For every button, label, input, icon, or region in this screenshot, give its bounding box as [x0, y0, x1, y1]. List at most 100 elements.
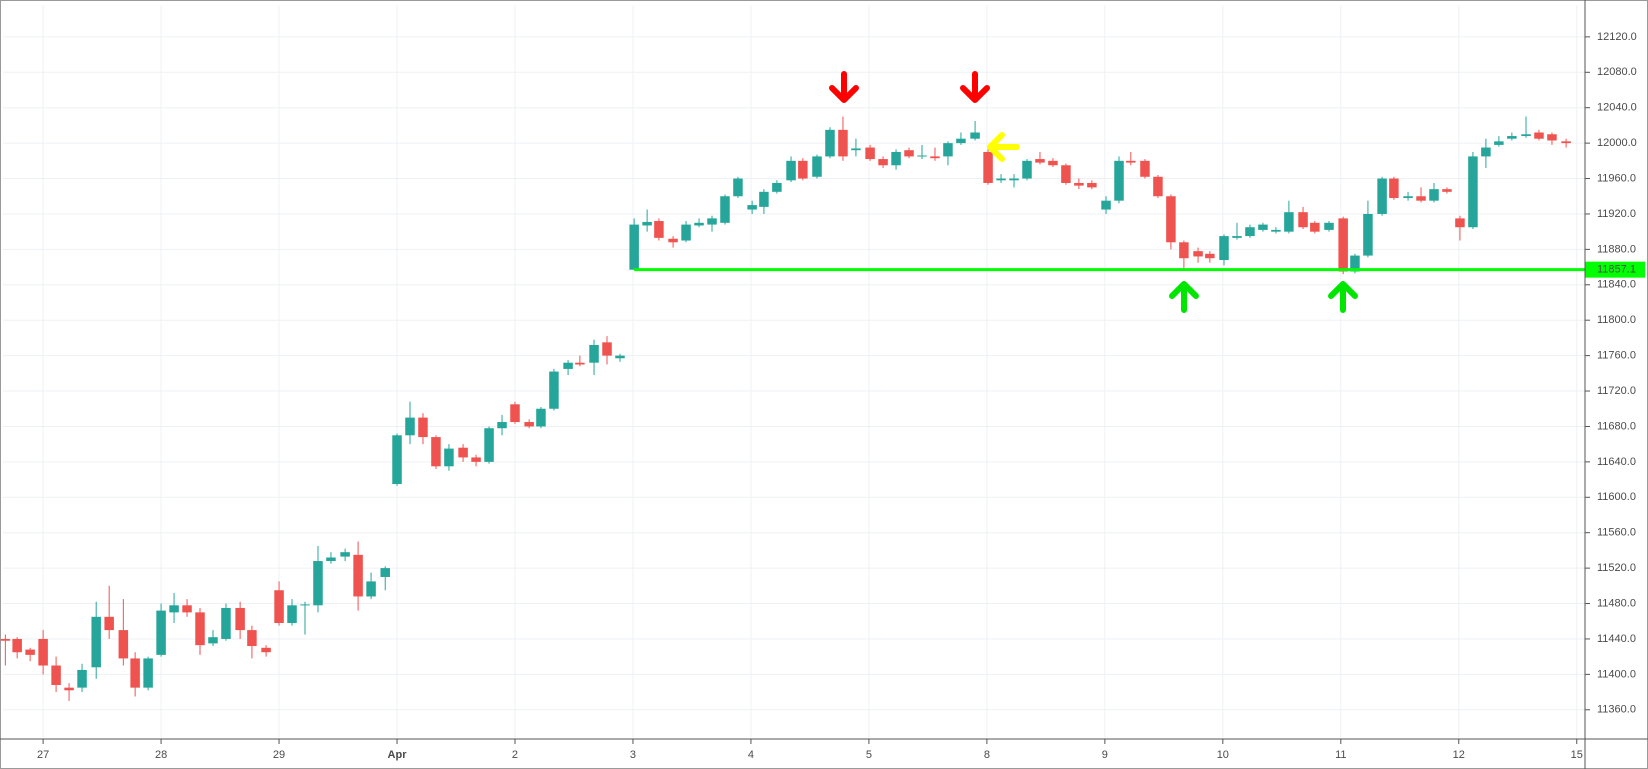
candles: [0, 116, 1571, 701]
x-tick-label: 10: [1217, 749, 1229, 761]
overlay: 11857.1: [634, 261, 1645, 278]
candle-body: [169, 605, 179, 613]
candle-body: [1205, 253, 1215, 259]
candle-body: [510, 404, 520, 423]
candle-body: [654, 221, 664, 238]
x-tick-label: 2: [512, 749, 518, 761]
candle-body: [1219, 236, 1229, 260]
candle-body: [1494, 141, 1504, 145]
candle-body: [326, 557, 336, 562]
candle-body: [1547, 134, 1557, 141]
candle-body: [208, 637, 218, 644]
candle-body: [444, 448, 454, 467]
candle-body: [720, 196, 730, 223]
candle-body: [536, 408, 546, 427]
candle-body: [64, 687, 74, 691]
candle-body: [943, 143, 953, 157]
y-tick-label: 11520.0: [1597, 562, 1636, 574]
candle-body: [563, 362, 573, 369]
y-tick-label: 11600.0: [1597, 491, 1636, 503]
candle-body: [1048, 160, 1058, 166]
candle-body: [865, 147, 875, 160]
candle-body: [747, 205, 757, 210]
y-tick-label: 11800.0: [1597, 314, 1636, 326]
candle-body: [825, 129, 835, 157]
candle-body: [366, 581, 376, 597]
candle-body: [1166, 196, 1176, 243]
candle-body: [143, 658, 153, 688]
y-tick-label: 11480.0: [1597, 597, 1636, 609]
candle-body: [1429, 189, 1439, 201]
candle-body: [1350, 255, 1360, 272]
y-tick-label: 12080.0: [1597, 66, 1637, 78]
candle-body: [1534, 132, 1544, 139]
candle-body: [274, 590, 284, 624]
candle-body: [1258, 224, 1268, 230]
candle-body: [77, 669, 87, 688]
y-tick-label: 12120.0: [1597, 31, 1637, 43]
candle-body: [1338, 218, 1348, 272]
candle-body: [1153, 176, 1163, 197]
x-tick-label: 9: [1102, 749, 1108, 761]
candle-body: [1179, 242, 1189, 259]
y-tick-label: 11760.0: [1597, 350, 1636, 362]
candle-body: [1468, 156, 1478, 228]
candle-body: [983, 151, 993, 183]
candle-body: [1561, 141, 1571, 144]
arrow-icon: [1169, 281, 1199, 313]
candle-body: [353, 554, 363, 597]
candle-body: [917, 155, 927, 157]
candle-body: [668, 238, 678, 243]
candle-body: [1035, 159, 1045, 163]
candle-body: [392, 435, 402, 485]
candle-body: [1507, 136, 1517, 139]
candle-body: [1271, 229, 1281, 232]
arrow-icon: [987, 132, 1020, 162]
candle-body: [51, 665, 61, 685]
candle-body: [1022, 160, 1032, 179]
candle-body: [471, 457, 481, 462]
candle-body: [772, 182, 782, 192]
candle-body: [1310, 222, 1320, 232]
candle-body: [1114, 160, 1124, 201]
annotations: [829, 71, 1358, 313]
candle-body: [418, 417, 428, 438]
candle-body: [1232, 236, 1242, 238]
candle-body: [549, 371, 559, 409]
y-tick-label: 11400.0: [1597, 668, 1636, 680]
candle-body: [930, 156, 940, 159]
candle-body: [130, 658, 140, 688]
candle-body: [694, 222, 704, 226]
candle-body: [235, 607, 245, 631]
candle-body: [261, 647, 271, 653]
candle-body: [629, 224, 639, 270]
y-tick-label: 11920.0: [1597, 208, 1636, 220]
x-tick-label: 15: [1571, 749, 1583, 761]
arrow-icon: [1328, 281, 1358, 313]
candle-body: [1009, 178, 1019, 181]
candle-body: [524, 422, 534, 427]
candle-body: [1074, 182, 1084, 186]
x-tick-label: 28: [155, 749, 167, 761]
price-tag-label: 11857.1: [1597, 264, 1636, 276]
y-tick-label: 11640.0: [1597, 456, 1636, 468]
candle-body: [733, 178, 743, 197]
candle-body: [1061, 165, 1071, 183]
x-tick-label: 11: [1335, 749, 1346, 761]
candle-body: [195, 612, 205, 646]
candle-body: [1245, 227, 1255, 237]
candle-body: [458, 447, 468, 458]
candle-body: [340, 552, 350, 557]
x-tick-label: 27: [37, 749, 49, 761]
candle-body: [878, 159, 888, 166]
candle-body: [247, 630, 257, 647]
candle-body: [182, 605, 192, 613]
candle-body: [38, 638, 48, 666]
candle-body: [431, 437, 441, 467]
candle-body: [615, 355, 625, 359]
candle-body: [812, 156, 822, 177]
y-tick-label: 11720.0: [1597, 385, 1636, 397]
candle-body: [1389, 178, 1399, 199]
